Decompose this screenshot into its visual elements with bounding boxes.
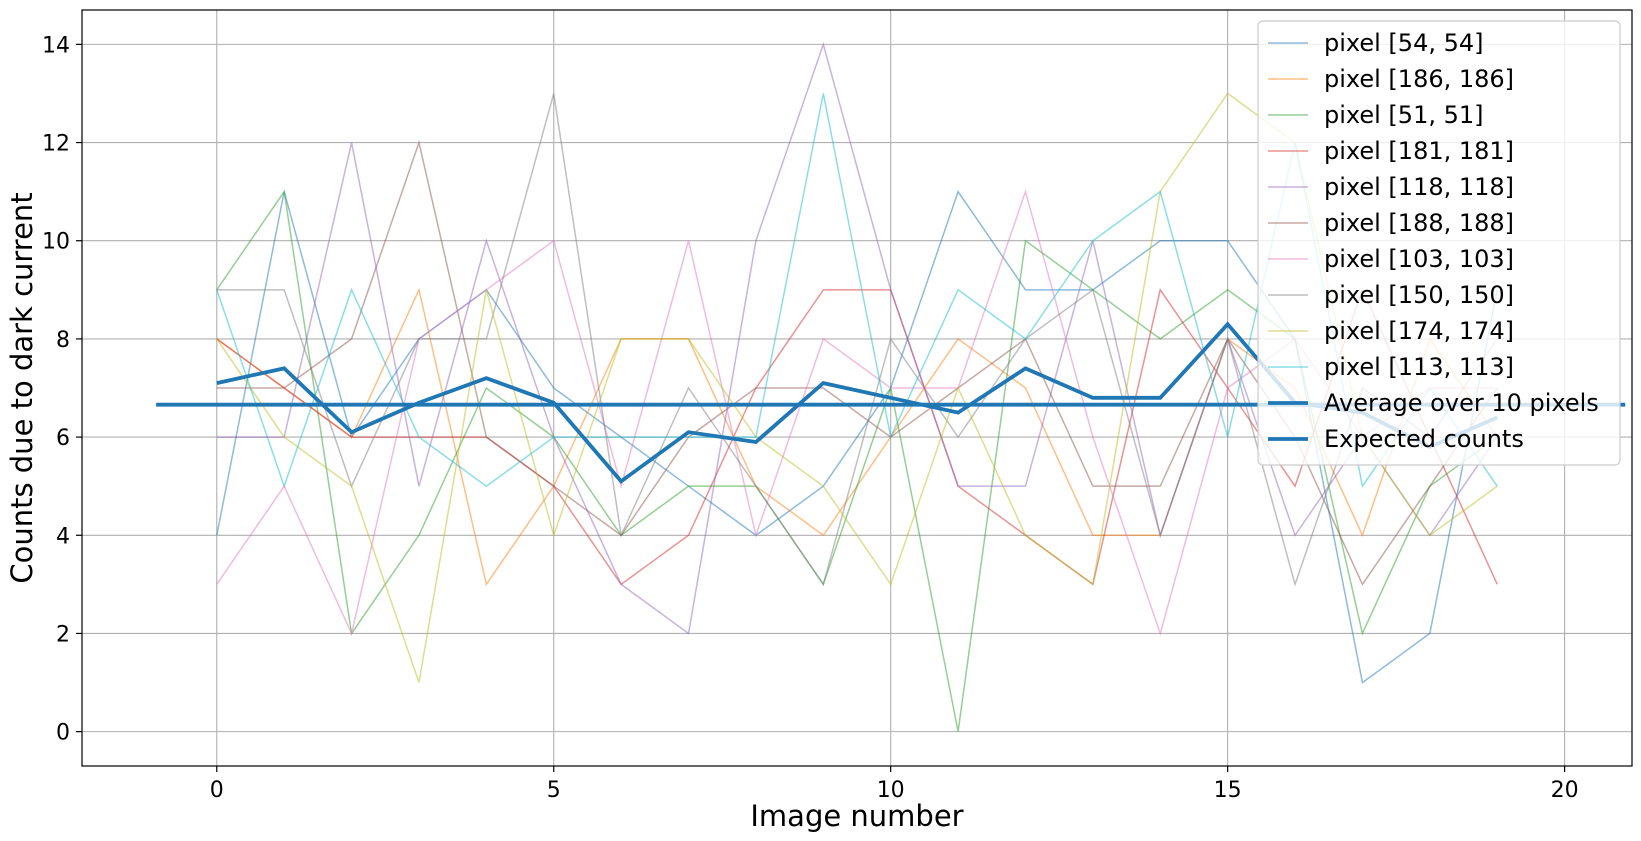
legend-label: pixel [174, 174] <box>1324 317 1514 345</box>
series-line-8 <box>216 93 1498 587</box>
legend-box <box>1257 20 1621 466</box>
x-tick-label: 5 <box>547 778 561 803</box>
y-tick-label: 12 <box>42 132 70 157</box>
legend-label: pixel [188, 188] <box>1324 209 1514 237</box>
legend: pixel [54, 54] pixel [186, 186] pixel [51,… <box>1257 20 1621 466</box>
series-line-4 <box>216 287 1498 586</box>
legend-label: pixel [150, 150] <box>1324 281 1514 309</box>
y-tick-label: 10 <box>42 230 70 255</box>
legend-label: pixel [103, 103] <box>1324 245 1514 273</box>
y-tick-label: 4 <box>56 524 70 549</box>
legend-label: Average over 10 pixels <box>1324 389 1599 417</box>
x-tick-label: 0 <box>210 778 224 803</box>
x-tick-label: 10 <box>877 778 905 803</box>
axis-ticks: 0 5 10 15 20 0 2 4 6 8 10 12 14 <box>42 33 1579 803</box>
x-tick-label: 20 <box>1551 778 1579 803</box>
y-tick-label: 14 <box>42 33 70 58</box>
y-tick-label: 6 <box>56 426 70 451</box>
legend-label: pixel [181, 181] <box>1324 137 1514 165</box>
y-axis-label: Counts due to dark current <box>5 192 39 583</box>
y-tick-label: 2 <box>56 622 70 647</box>
y-tick-label: 0 <box>56 721 70 746</box>
legend-label: pixel [51, 51] <box>1324 101 1484 129</box>
legend-label: pixel [118, 118] <box>1324 173 1514 201</box>
legend-label: pixel [54, 54] <box>1324 29 1484 57</box>
y-tick-label: 8 <box>56 328 70 353</box>
plot-frame <box>81 9 1633 767</box>
legend-label: pixel [186, 186] <box>1324 65 1514 93</box>
x-tick-label: 15 <box>1214 778 1242 803</box>
legend-label: Expected counts <box>1324 425 1524 453</box>
legend-label: pixel [113, 113] <box>1324 353 1514 381</box>
x-axis-label: Image number <box>750 799 963 833</box>
